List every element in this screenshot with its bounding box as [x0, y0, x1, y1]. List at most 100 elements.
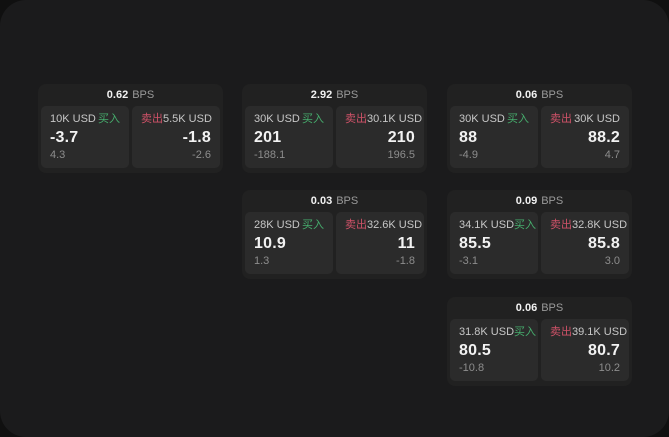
- sell-panel[interactable]: 卖出 32.8K USD 85.8 3.0: [541, 212, 629, 274]
- sell-delta-value: 4.7: [604, 149, 620, 161]
- sell-delta-value: 196.5: [387, 149, 415, 161]
- buy-panel[interactable]: 31.8K USD 买入 80.5 -10.8: [450, 319, 538, 381]
- sell-header-row: 卖出 30.1K USD: [345, 113, 422, 126]
- buy-panel[interactable]: 34.1K USD 买入 85.5 -3.1: [450, 212, 538, 274]
- sell-header-row: 卖出 30K USD: [550, 113, 620, 126]
- buy-amount-label: 31.8K USD: [459, 326, 515, 338]
- sell-amount-label: 30.1K USD: [367, 113, 423, 125]
- buy-side-badge: 买入: [302, 219, 324, 231]
- bps-unit-label: BPS: [132, 89, 155, 101]
- quote-tiles: 31.8K USD 买入 80.5 -10.8 卖出 39.1K USD 80.…: [447, 319, 632, 384]
- sell-header-row: 卖出 32.6K USD: [345, 219, 422, 232]
- price-card: 0.03 BPS 28K USD 买入 10.9 1.3 卖出 32.6K US…: [242, 190, 427, 279]
- buy-delta-value: 1.3: [254, 255, 270, 267]
- price-card: 0.06 BPS 31.8K USD 买入 80.5 -10.8 卖出 39.1…: [447, 297, 632, 386]
- sell-panel[interactable]: 卖出 39.1K USD 80.7 10.2: [541, 319, 629, 381]
- sell-quote-value: 85.8: [588, 234, 620, 252]
- bps-header: 0.62 BPS: [38, 84, 223, 106]
- buy-amount-label: 30K USD: [459, 113, 505, 125]
- bps-unit-label: BPS: [336, 89, 359, 101]
- sell-quote-value: -1.8: [182, 128, 211, 146]
- bps-unit-label: BPS: [541, 302, 564, 314]
- buy-panel[interactable]: 30K USD 买入 88 -4.9: [450, 106, 538, 168]
- bps-header: 2.92 BPS: [242, 84, 427, 106]
- sell-panel[interactable]: 卖出 30.1K USD 210 196.5: [336, 106, 424, 168]
- price-card: 0.62 BPS 10K USD 买入 -3.7 4.3 卖出 5.5K USD…: [38, 84, 223, 173]
- bps-value: 0.06: [515, 89, 538, 101]
- buy-delta-value: -10.8: [459, 362, 485, 374]
- bps-unit-label: BPS: [541, 195, 564, 207]
- sell-panel[interactable]: 卖出 30K USD 88.2 4.7: [541, 106, 629, 168]
- sell-quote-value: 11: [397, 234, 415, 252]
- sell-panel[interactable]: 卖出 5.5K USD -1.8 -2.6: [132, 106, 220, 168]
- sell-delta-value: 3.0: [604, 255, 620, 267]
- bps-header: 0.06 BPS: [447, 297, 632, 319]
- buy-quote-value: 201: [254, 128, 282, 146]
- buy-side-badge: 买入: [514, 219, 537, 231]
- price-card: 0.09 BPS 34.1K USD 买入 85.5 -3.1 卖出 32.8K…: [447, 190, 632, 279]
- bps-unit-label: BPS: [336, 195, 359, 207]
- buy-side-badge: 买入: [98, 113, 120, 125]
- sell-quote-value: 210: [387, 128, 415, 146]
- sell-amount-label: 30K USD: [574, 113, 620, 125]
- bps-value: 0.09: [515, 195, 538, 207]
- price-card: 2.92 BPS 30K USD 买入 201 -188.1 卖出 30.1K …: [242, 84, 427, 173]
- buy-panel[interactable]: 30K USD 买入 201 -188.1: [245, 106, 333, 168]
- sell-amount-label: 32.6K USD: [367, 219, 423, 231]
- sell-header-row: 卖出 39.1K USD: [550, 326, 627, 339]
- sell-quote-value: 88.2: [588, 128, 620, 146]
- sell-side-badge: 卖出: [550, 219, 572, 231]
- bps-unit-label: BPS: [541, 89, 564, 101]
- buy-delta-value: -4.9: [459, 149, 478, 161]
- buy-header-row: 30K USD 买入: [254, 113, 324, 126]
- bps-value: 2.92: [310, 89, 333, 101]
- sell-amount-label: 5.5K USD: [163, 113, 212, 125]
- sell-side-badge: 卖出: [550, 113, 572, 125]
- quote-tiles: 30K USD 买入 88 -4.9 卖出 30K USD 88.2 4.7: [447, 106, 632, 171]
- quote-tiles: 28K USD 买入 10.9 1.3 卖出 32.6K USD 11 -1.8: [242, 212, 427, 277]
- buy-delta-value: -3.1: [459, 255, 478, 267]
- sell-header-row: 卖出 32.8K USD: [550, 219, 627, 232]
- sell-side-badge: 卖出: [550, 326, 572, 338]
- sell-amount-label: 39.1K USD: [572, 326, 628, 338]
- buy-panel[interactable]: 10K USD 买入 -3.7 4.3: [41, 106, 129, 168]
- buy-header-row: 34.1K USD 买入: [459, 219, 536, 232]
- buy-side-badge: 买入: [302, 113, 324, 125]
- bps-value: 0.03: [310, 195, 333, 207]
- buy-quote-value: 10.9: [254, 234, 286, 252]
- buy-delta-value: -188.1: [254, 149, 286, 161]
- sell-side-badge: 卖出: [141, 113, 163, 125]
- bps-value: 0.62: [106, 89, 129, 101]
- sell-panel[interactable]: 卖出 32.6K USD 11 -1.8: [336, 212, 424, 274]
- sell-amount-label: 32.8K USD: [572, 219, 628, 231]
- buy-header-row: 28K USD 买入: [254, 219, 324, 232]
- buy-header-row: 30K USD 买入: [459, 113, 529, 126]
- buy-quote-value: -3.7: [50, 128, 79, 146]
- buy-amount-label: 30K USD: [254, 113, 300, 125]
- buy-delta-value: 4.3: [50, 149, 66, 161]
- bps-header: 0.06 BPS: [447, 84, 632, 106]
- buy-header-row: 10K USD 买入: [50, 113, 120, 126]
- buy-header-row: 31.8K USD 买入: [459, 326, 536, 339]
- buy-side-badge: 买入: [514, 326, 537, 338]
- buy-panel[interactable]: 28K USD 买入 10.9 1.3: [245, 212, 333, 274]
- quote-tiles: 34.1K USD 买入 85.5 -3.1 卖出 32.8K USD 85.8…: [447, 212, 632, 277]
- sell-delta-value: -2.6: [192, 149, 211, 161]
- buy-amount-label: 34.1K USD: [459, 219, 515, 231]
- sell-delta-value: 10.2: [598, 362, 620, 374]
- sell-side-badge: 卖出: [345, 219, 367, 231]
- price-card: 0.06 BPS 30K USD 买入 88 -4.9 卖出 30K USD 8…: [447, 84, 632, 173]
- buy-quote-value: 80.5: [459, 341, 491, 359]
- quote-tiles: 10K USD 买入 -3.7 4.3 卖出 5.5K USD -1.8 -2.…: [38, 106, 223, 171]
- bps-header: 0.09 BPS: [447, 190, 632, 212]
- buy-quote-value: 85.5: [459, 234, 491, 252]
- sell-header-row: 卖出 5.5K USD: [141, 113, 212, 126]
- buy-side-badge: 买入: [507, 113, 529, 125]
- buy-amount-label: 10K USD: [50, 113, 96, 125]
- sell-side-badge: 卖出: [345, 113, 367, 125]
- sell-quote-value: 80.7: [588, 341, 620, 359]
- bps-header: 0.03 BPS: [242, 190, 427, 212]
- buy-amount-label: 28K USD: [254, 219, 300, 231]
- bps-value: 0.06: [515, 302, 538, 314]
